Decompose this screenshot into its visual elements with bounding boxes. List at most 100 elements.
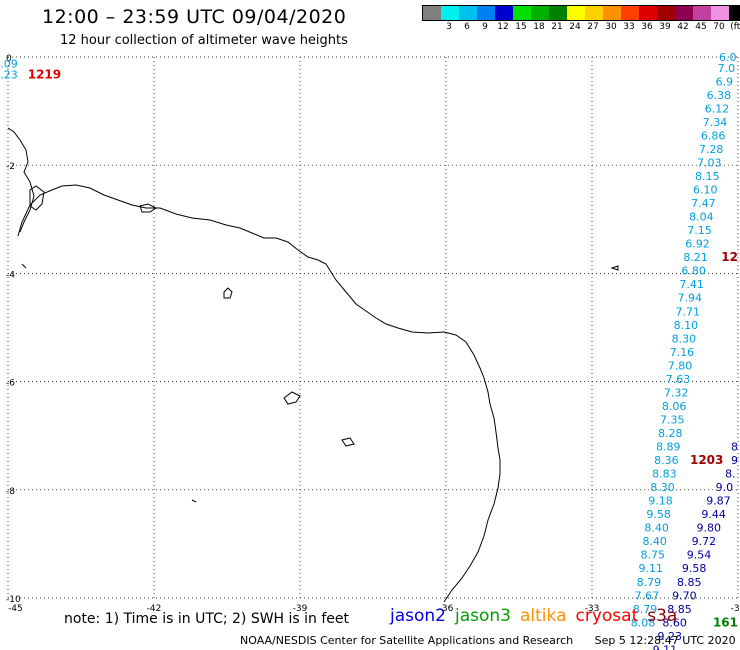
legend-label: 45 [695,22,707,32]
legend-label: 39 [659,22,671,32]
wave-height-value: 6.9 [716,75,734,88]
island-marajo [139,203,157,213]
wave-height-value: 7.47 [691,197,716,210]
legend-swatch [711,6,729,20]
lat-tick-label: -10 [6,595,21,605]
wave-height-value: 7.63 [666,373,691,386]
wave-height-value: 9.58 [646,508,671,521]
legend-label: 12 [497,22,509,32]
coastline [7,127,619,603]
island-far-east [610,265,619,271]
island-rocas [223,287,233,299]
legend-swatch [729,6,740,20]
credit-text: NOAA/NESDIS Center for Satellite Applica… [240,634,574,647]
wave-height-value: 8.89 [656,441,681,454]
pass-time-label: 1219 [28,67,61,81]
wave-height-value: 6.86 [701,129,726,142]
wave-height-value: 8.21 [683,251,708,264]
wave-height-value: 7.09 [0,57,18,70]
wave-height-value: 8.83 [652,468,677,481]
satellite-legend-jason2: jason2 [390,606,446,626]
footer-note: note: 1) Time is in UTC; 2) SWH is in fe… [64,611,350,627]
wave-height-value: 6.12 [705,102,730,115]
legend-label: 36 [641,22,653,32]
wave-height-value: 8.75 [641,549,666,562]
wave-height-value: 7.41 [679,278,704,291]
legend-swatch [639,6,657,20]
wave-height-value: 6.10 [693,184,718,197]
legend-label: 27 [587,22,599,32]
wave-height-value: 9.80 [696,522,721,535]
wave-height-value: 7.94 [677,292,702,305]
legend-label: 18 [533,22,545,32]
wave-height-value: 7.28 [699,143,724,156]
lon-tick-label: -42 [147,604,162,614]
island-fernando [283,391,301,405]
wave-height-value: 6.92 [685,238,710,251]
graticule-grid [7,56,739,599]
wave-height-value: 8.40 [642,535,667,548]
satellite-legend-altika: altika [520,606,567,626]
legend-label: 9 [482,22,488,32]
lat-tick-label: 0 [6,54,12,64]
wave-height-value: 8.28 [658,427,683,440]
wave-height-value: 7.03 [697,156,722,169]
wave-height-value: 6.38 [707,89,732,102]
wave-height-value: 8.60 [662,616,687,629]
wave-height-value: 8.85 [677,576,702,589]
coastline-north-inlet [7,127,35,233]
legend-label: 33 [623,22,635,32]
track-cryosat: 7.097.23 1219 [0,57,61,81]
island-group-northwest [29,185,45,211]
pass-time-label: 161 [713,615,738,629]
islet-southwest [191,499,197,503]
legend-label: 21 [551,22,563,32]
map-subtitle: 12 hour collection of altimeter wave hei… [60,33,348,48]
wave-height-value: 9.11 [653,643,678,650]
wave-height-value: 7.35 [660,413,685,426]
lon-tick-label: -36 [439,604,454,614]
track-jason2: 898.9.09.879.449.809.729.549.588.859.708… [653,441,738,650]
legend-label: 6 [464,22,470,32]
legend-swatch [675,6,693,20]
legend-swatch [459,6,477,20]
wave-height-value: 9.44 [701,508,726,521]
wave-height-value: 8.10 [674,319,699,332]
legend-swatch [585,6,603,20]
wave-height-value: 9.87 [706,495,731,508]
coastline-brazil [17,184,501,603]
axis-tick-labels: -45 -42 -39 -36 -33 -30 0 -2 -4 -6 -8 -10 [6,54,740,614]
wave-height-value: 9.70 [672,589,697,602]
wave-height-value: 7.71 [676,305,701,318]
wave-height-value: 8.85 [667,603,692,616]
wave-height-value: 7.16 [670,346,695,359]
wave-height-value: 9.0 [716,481,734,494]
wave-height-value: 8 [731,441,738,454]
legend-swatch [513,6,531,20]
legend-swatch [423,6,441,20]
wave-height-value: 8.79 [637,576,662,589]
legend-swatch [567,6,585,20]
altimeter-tracks: 7.097.2312196.07.06.96.386.127.346.867.2… [0,51,738,650]
lat-tick-label: -8 [6,487,15,497]
map-title: 12:00 – 23:59 UTC 09/04/2020 [42,6,347,28]
legend-swatch [549,6,567,20]
island-east-small [341,437,355,447]
wave-height-value: 6.80 [681,265,706,278]
wave-height-value: 7.15 [687,224,712,237]
wave-height-value: 6.0 [719,51,737,64]
lat-tick-label: -2 [6,162,15,172]
wave-height-value: 7.80 [668,359,693,372]
legend-swatch [531,6,549,20]
wave-height-value: 7.23 [0,68,18,81]
wave-height-value: 9.72 [692,535,717,548]
wave-height-value: 9.11 [639,562,664,575]
wave-height-value: 9.58 [682,562,707,575]
lon-tick-label: -30 [731,604,740,614]
legend-label: 15 [515,22,527,32]
wave-height-value: 8.04 [689,211,714,224]
legend-label: 70 [713,22,725,32]
legend-swatch [657,6,675,20]
